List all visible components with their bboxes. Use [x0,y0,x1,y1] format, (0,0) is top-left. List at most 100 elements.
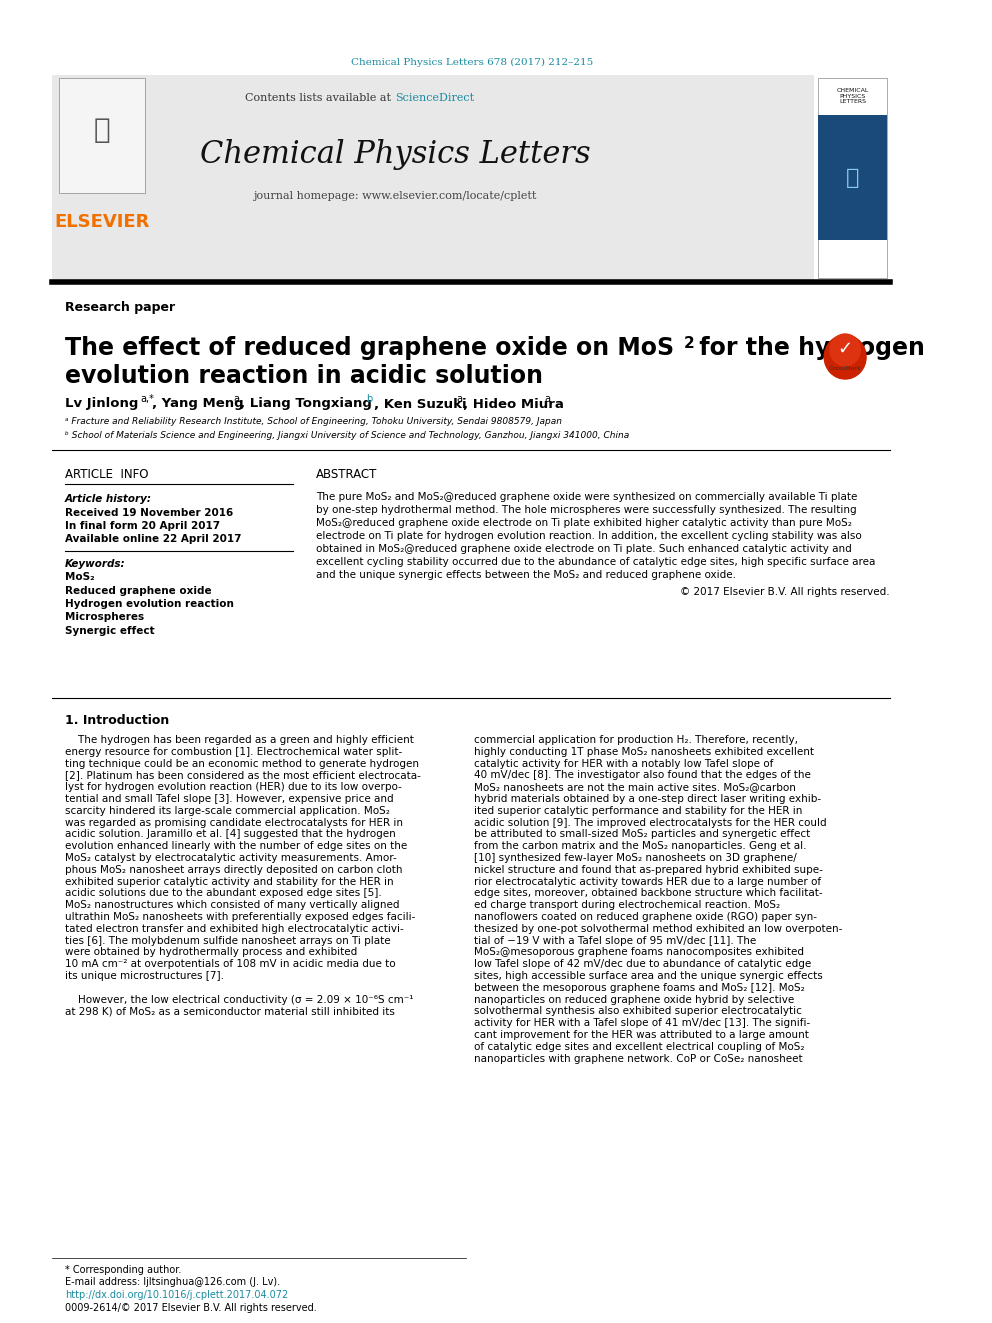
Text: CrossMark: CrossMark [828,365,862,370]
Text: acidic solution [9]. The improved electrocatalysts for the HER could: acidic solution [9]. The improved electr… [474,818,826,828]
Circle shape [830,333,860,366]
Text: by one-step hydrothermal method. The hole microspheres were successfully synthes: by one-step hydrothermal method. The hol… [316,505,857,515]
Text: Chemical Physics Letters 678 (2017) 212–215: Chemical Physics Letters 678 (2017) 212–… [351,57,593,66]
Text: were obtained by hydrothermally process and exhibited: were obtained by hydrothermally process … [64,947,357,958]
Text: Hydrogen evolution reaction: Hydrogen evolution reaction [64,599,233,609]
Text: ited superior catalytic performance and stability for the HER in: ited superior catalytic performance and … [474,806,803,816]
Text: scarcity hindered its large-scale commercial application. MoS₂: scarcity hindered its large-scale commer… [64,806,390,816]
Text: thesized by one-pot solvothermal method exhibited an low overpoten-: thesized by one-pot solvothermal method … [474,923,842,934]
Text: ᵃ Fracture and Reliability Research Institute, School of Engineering, Tohoku Uni: ᵃ Fracture and Reliability Research Inst… [64,418,561,426]
Text: http://dx.doi.org/10.1016/j.cplett.2017.04.072: http://dx.doi.org/10.1016/j.cplett.2017.… [64,1290,288,1301]
Text: ting technique could be an economic method to generate hydrogen: ting technique could be an economic meth… [64,758,419,769]
Text: ABSTRACT: ABSTRACT [316,468,377,482]
Text: energy resource for combustion [1]. Electrochemical water split-: energy resource for combustion [1]. Elec… [64,746,402,757]
Text: 0009-2614/© 2017 Elsevier B.V. All rights reserved.: 0009-2614/© 2017 Elsevier B.V. All right… [64,1303,316,1312]
Text: tential and small Tafel slope [3]. However, expensive price and: tential and small Tafel slope [3]. Howev… [64,794,394,804]
Text: ELSEVIER: ELSEVIER [55,213,150,232]
Text: Received 19 November 2016: Received 19 November 2016 [64,508,233,519]
Text: ᵇ School of Materials Science and Engineering, Jiangxi University of Science and: ᵇ School of Materials Science and Engine… [64,431,629,441]
Text: tated electron transfer and exhibited high electrocatalytic activi-: tated electron transfer and exhibited hi… [64,923,404,934]
Text: [10] synthesized few-layer MoS₂ nanosheets on 3D graphene/: [10] synthesized few-layer MoS₂ nanoshee… [474,853,797,863]
Text: CHEMICAL
PHYSICS
LETTERS: CHEMICAL PHYSICS LETTERS [836,87,869,105]
Text: Research paper: Research paper [64,300,175,314]
Text: 🌍: 🌍 [846,168,859,188]
Text: acidic solutions due to the abundant exposed edge sites [5].: acidic solutions due to the abundant exp… [64,889,382,898]
Text: ARTICLE  INFO: ARTICLE INFO [64,468,148,482]
FancyBboxPatch shape [59,78,145,193]
Text: Reduced graphene oxide: Reduced graphene oxide [64,586,211,595]
Text: from the carbon matrix and the MoS₂ nanoparticles. Geng et al.: from the carbon matrix and the MoS₂ nano… [474,841,806,851]
Text: 1. Introduction: 1. Introduction [64,713,169,726]
Text: MoS₂: MoS₂ [64,572,94,582]
Text: Keywords:: Keywords: [64,560,125,569]
Text: ultrathin MoS₂ nanosheets with preferentially exposed edges facili-: ultrathin MoS₂ nanosheets with preferent… [64,912,415,922]
Text: ties [6]. The molybdenum sulfide nanosheet arrays on Ti plate: ties [6]. The molybdenum sulfide nanoshe… [64,935,390,946]
Text: a: a [545,394,551,404]
Text: of catalytic edge sites and excellent electrical coupling of MoS₂: of catalytic edge sites and excellent el… [474,1041,805,1052]
Text: MoS₂@mesoporous graphene foams nanocomposites exhibited: MoS₂@mesoporous graphene foams nanocompo… [474,947,804,958]
Text: evolution reaction in acidic solution: evolution reaction in acidic solution [64,364,543,388]
Text: solvothermal synthesis also exhibited superior electrocatalytic: solvothermal synthesis also exhibited su… [474,1007,802,1016]
Text: phous MoS₂ nanosheet arrays directly deposited on carbon cloth: phous MoS₂ nanosheet arrays directly dep… [64,865,402,875]
Text: for the hydrogen: for the hydrogen [691,336,925,360]
Text: obtained in MoS₂@reduced graphene oxide electrode on Ti plate. Such enhanced cat: obtained in MoS₂@reduced graphene oxide … [316,544,852,554]
Text: MoS₂ nanosheets are not the main active sites. MoS₂@carbon: MoS₂ nanosheets are not the main active … [474,782,796,792]
Text: MoS₂@reduced graphene oxide electrode on Ti plate exhibited higher catalytic act: MoS₂@reduced graphene oxide electrode on… [316,519,852,528]
Text: MoS₂ nanostructures which consisted of many vertically aligned: MoS₂ nanostructures which consisted of m… [64,900,399,910]
Text: Synergic effect: Synergic effect [64,626,155,636]
Text: commercial application for production H₂. Therefore, recently,: commercial application for production H₂… [474,736,798,745]
Text: nanoparticles with graphene network. CoP or CoSe₂ nanosheet: nanoparticles with graphene network. CoP… [474,1053,803,1064]
Text: * Corresponding author.: * Corresponding author. [64,1265,182,1275]
Text: ed charge transport during electrochemical reaction. MoS₂: ed charge transport during electrochemic… [474,900,780,910]
Text: © 2017 Elsevier B.V. All rights reserved.: © 2017 Elsevier B.V. All rights reserved… [681,587,890,597]
Text: E-mail address: ljltsinghua@126.com (J. Lv).: E-mail address: ljltsinghua@126.com (J. … [64,1277,280,1287]
Text: exhibited superior catalytic activity and stability for the HER in: exhibited superior catalytic activity an… [64,877,394,886]
Text: journal homepage: www.elsevier.com/locate/cplett: journal homepage: www.elsevier.com/locat… [253,191,537,201]
Text: a: a [233,394,239,404]
Text: ✓: ✓ [837,340,853,359]
Text: be attributed to small-sized MoS₂ particles and synergetic effect: be attributed to small-sized MoS₂ partic… [474,830,810,839]
Text: hybrid materials obtained by a one-step direct laser writing exhib-: hybrid materials obtained by a one-step … [474,794,821,804]
Text: , Hideo Miura: , Hideo Miura [462,397,563,410]
Text: highly conducting 1T phase MoS₂ nanosheets exhibited excellent: highly conducting 1T phase MoS₂ nanoshee… [474,746,814,757]
Text: Chemical Physics Letters: Chemical Physics Letters [199,139,590,171]
Text: However, the low electrical conductivity (σ = 2.09 × 10⁻⁶S cm⁻¹: However, the low electrical conductivity… [64,995,414,1004]
Text: a: a [456,394,462,404]
Text: its unique microstructures [7].: its unique microstructures [7]. [64,971,224,980]
Text: cant improvement for the HER was attributed to a large amount: cant improvement for the HER was attribu… [474,1031,808,1040]
Text: edge sites, moreover, obtained backbone structure which facilitat-: edge sites, moreover, obtained backbone … [474,889,822,898]
Text: nickel structure and found that as-prepared hybrid exhibited supe-: nickel structure and found that as-prepa… [474,865,822,875]
Text: Contents lists available at: Contents lists available at [245,93,395,103]
Text: was regarded as promising candidate electrocatalysts for HER in: was regarded as promising candidate elec… [64,818,403,828]
Text: electrode on Ti plate for hydrogen evolution reaction. In addition, the excellen: electrode on Ti plate for hydrogen evolu… [316,531,862,541]
Text: 2: 2 [683,336,694,351]
Text: 🌳: 🌳 [93,116,110,144]
Text: catalytic activity for HER with a notably low Tafel slope of: catalytic activity for HER with a notabl… [474,758,774,769]
Text: Article history:: Article history: [64,493,152,504]
Text: acidic solution. Jaramillo et al. [4] suggested that the hydrogen: acidic solution. Jaramillo et al. [4] su… [64,830,396,839]
Text: MoS₂ catalyst by electrocatalytic activity measurements. Amor-: MoS₂ catalyst by electrocatalytic activi… [64,853,397,863]
FancyBboxPatch shape [818,115,887,239]
Text: activity for HER with a Tafel slope of 41 mV/dec [13]. The signifi-: activity for HER with a Tafel slope of 4… [474,1019,810,1028]
Text: excellent cycling stability occurred due to the abundance of catalytic edge site: excellent cycling stability occurred due… [316,557,875,568]
Text: , Yang Meng: , Yang Meng [153,397,244,410]
Text: a,*: a,* [140,394,154,404]
Text: ScienceDirect: ScienceDirect [395,93,474,103]
FancyBboxPatch shape [53,75,813,280]
Text: Microspheres: Microspheres [64,613,144,623]
Text: lyst for hydrogen evolution reaction (HER) due to its low overpo-: lyst for hydrogen evolution reaction (HE… [64,782,402,792]
Text: , Ken Suzuki: , Ken Suzuki [374,397,466,410]
Text: , Liang Tongxiang: , Liang Tongxiang [240,397,372,410]
Text: [2]. Platinum has been considered as the most efficient electrocata-: [2]. Platinum has been considered as the… [64,770,421,781]
FancyBboxPatch shape [818,78,887,278]
Text: rior electrocatalytic activity towards HER due to a large number of: rior electrocatalytic activity towards H… [474,877,821,886]
Text: tial of −19 V with a Tafel slope of 95 mV/dec [11]. The: tial of −19 V with a Tafel slope of 95 m… [474,935,756,946]
Text: b: b [366,394,373,404]
Text: evolution enhanced linearly with the number of edge sites on the: evolution enhanced linearly with the num… [64,841,407,851]
Text: sites, high accessible surface area and the unique synergic effects: sites, high accessible surface area and … [474,971,822,980]
Circle shape [824,335,866,378]
Text: low Tafel slope of 42 mV/dec due to abundance of catalytic edge: low Tafel slope of 42 mV/dec due to abun… [474,959,811,970]
Text: The pure MoS₂ and MoS₂@reduced graphene oxide were synthesized on commercially a: The pure MoS₂ and MoS₂@reduced graphene … [316,492,857,501]
Text: 10 mA cm⁻² at overpotentials of 108 mV in acidic media due to: 10 mA cm⁻² at overpotentials of 108 mV i… [64,959,396,970]
Text: The effect of reduced graphene oxide on MoS: The effect of reduced graphene oxide on … [64,336,674,360]
